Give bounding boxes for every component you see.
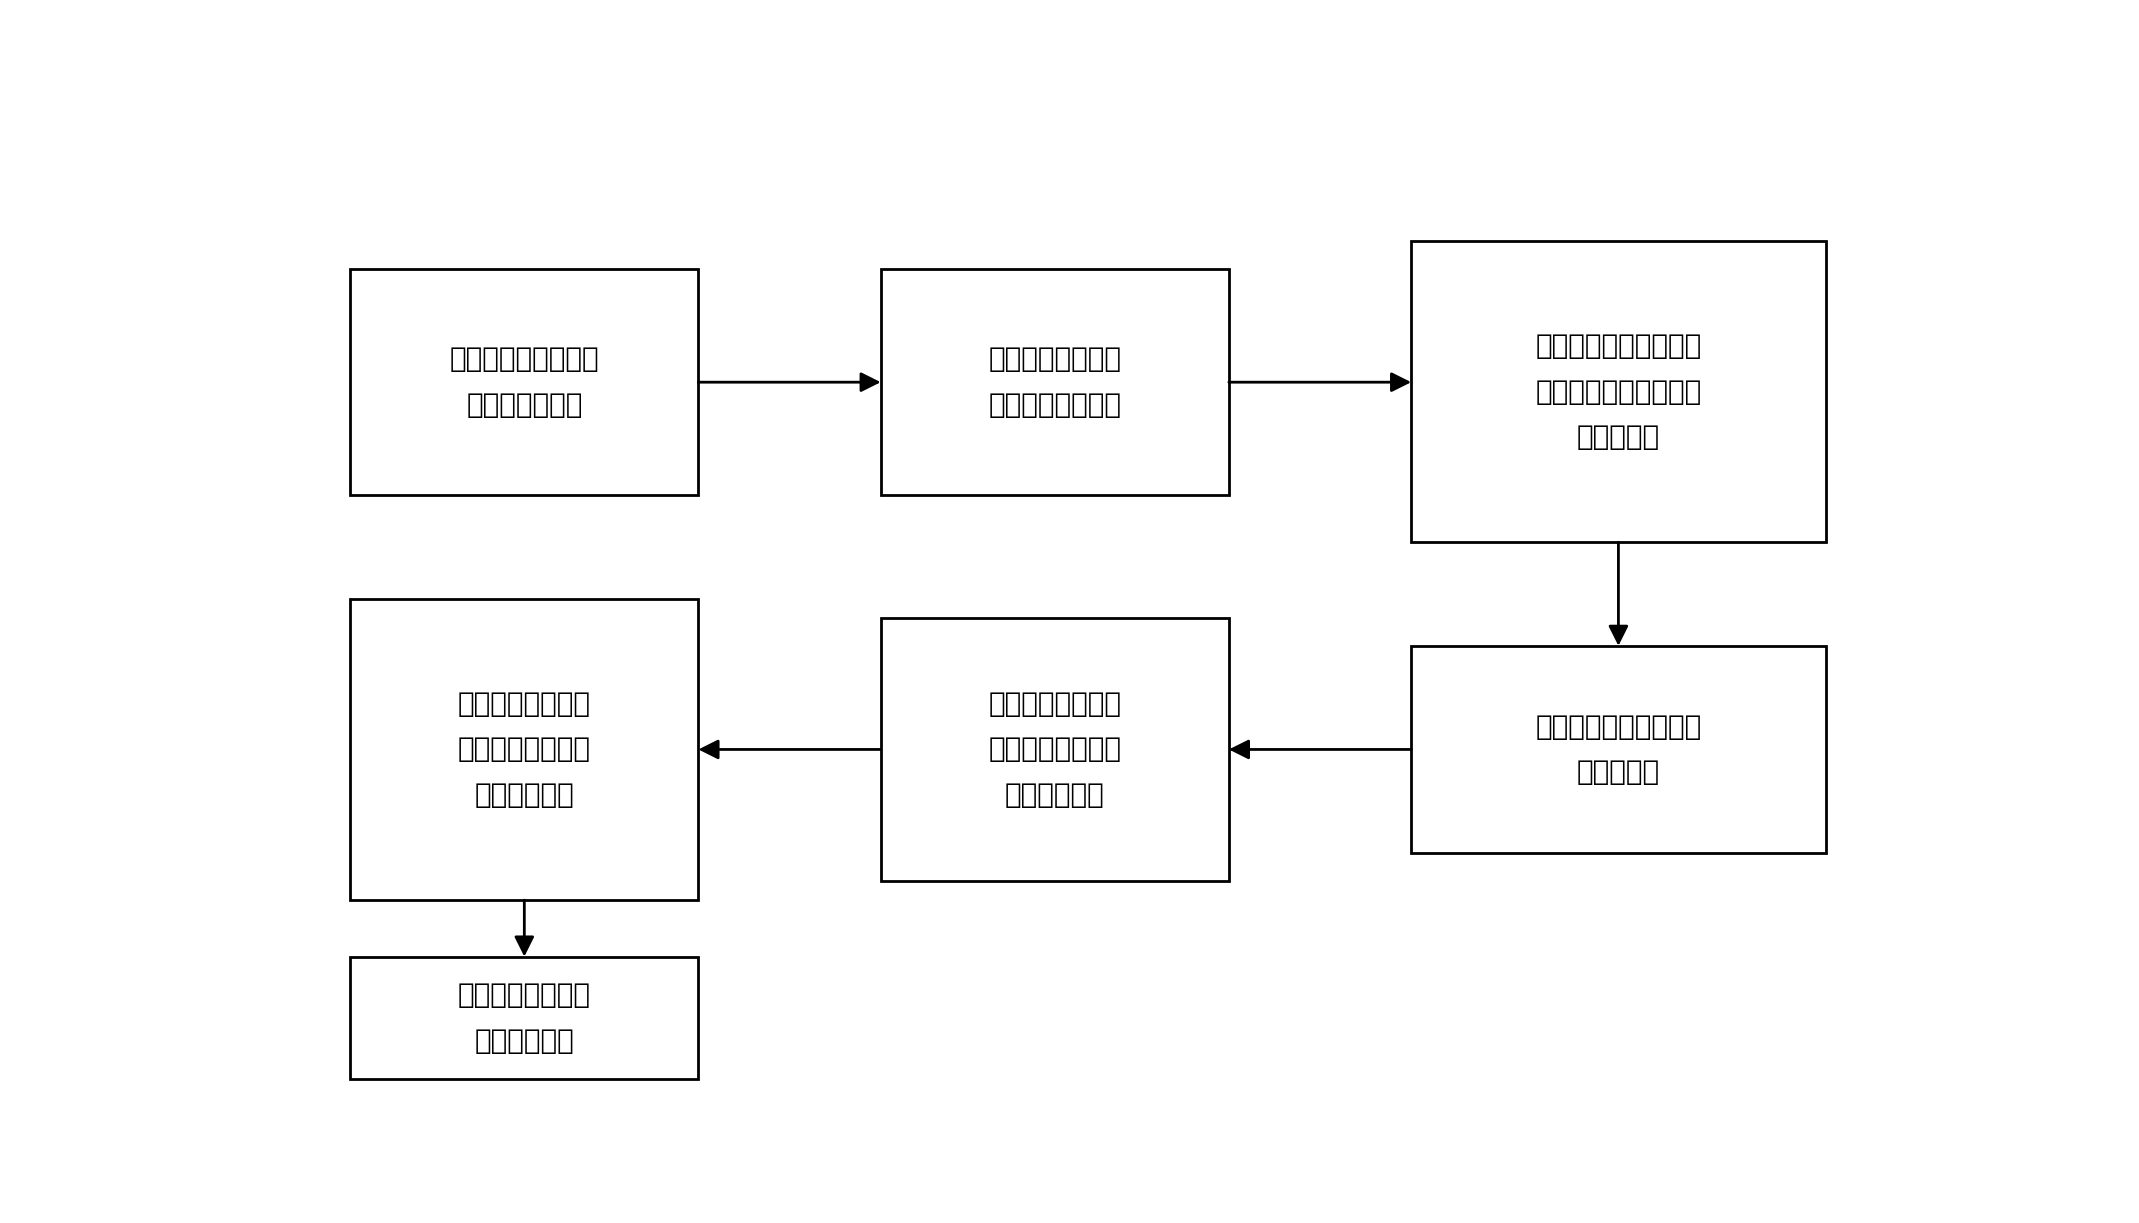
- Text: 将得到样品装袋，
留待测试分析: 将得到样品装袋， 留待测试分析: [458, 981, 590, 1054]
- Text: 将反应釜放置于微波化
学工作站额定温度下保
温额定时间: 将反应釜放置于微波化 学工作站额定温度下保 温额定时间: [1536, 331, 1701, 451]
- Bar: [1412, 646, 1827, 854]
- Bar: [1412, 241, 1827, 542]
- Text: 反应结束自然冷却后取
出反应产物: 反应结束自然冷却后取 出反应产物: [1536, 713, 1701, 786]
- Bar: [351, 599, 699, 900]
- Text: 对产物离心洗涤：
蒸馏水、无水乙醇
离心洗涤数次: 对产物离心洗涤： 蒸馏水、无水乙醇 离心洗涤数次: [988, 690, 1121, 810]
- Bar: [351, 956, 699, 1079]
- Text: 反应原料：金属源、
硫源和溶剂混合: 反应原料：金属源、 硫源和溶剂混合: [449, 345, 599, 419]
- Bar: [351, 269, 699, 495]
- Text: 离心后产物在真空
干燥箱内设定温度
下干燥数小时: 离心后产物在真空 干燥箱内设定温度 下干燥数小时: [458, 690, 590, 810]
- Bar: [881, 269, 1228, 495]
- Text: 加入烧杯搅拌均匀
后倒入微波反应釜: 加入烧杯搅拌均匀 后倒入微波反应釜: [988, 345, 1121, 419]
- Bar: [881, 618, 1228, 882]
